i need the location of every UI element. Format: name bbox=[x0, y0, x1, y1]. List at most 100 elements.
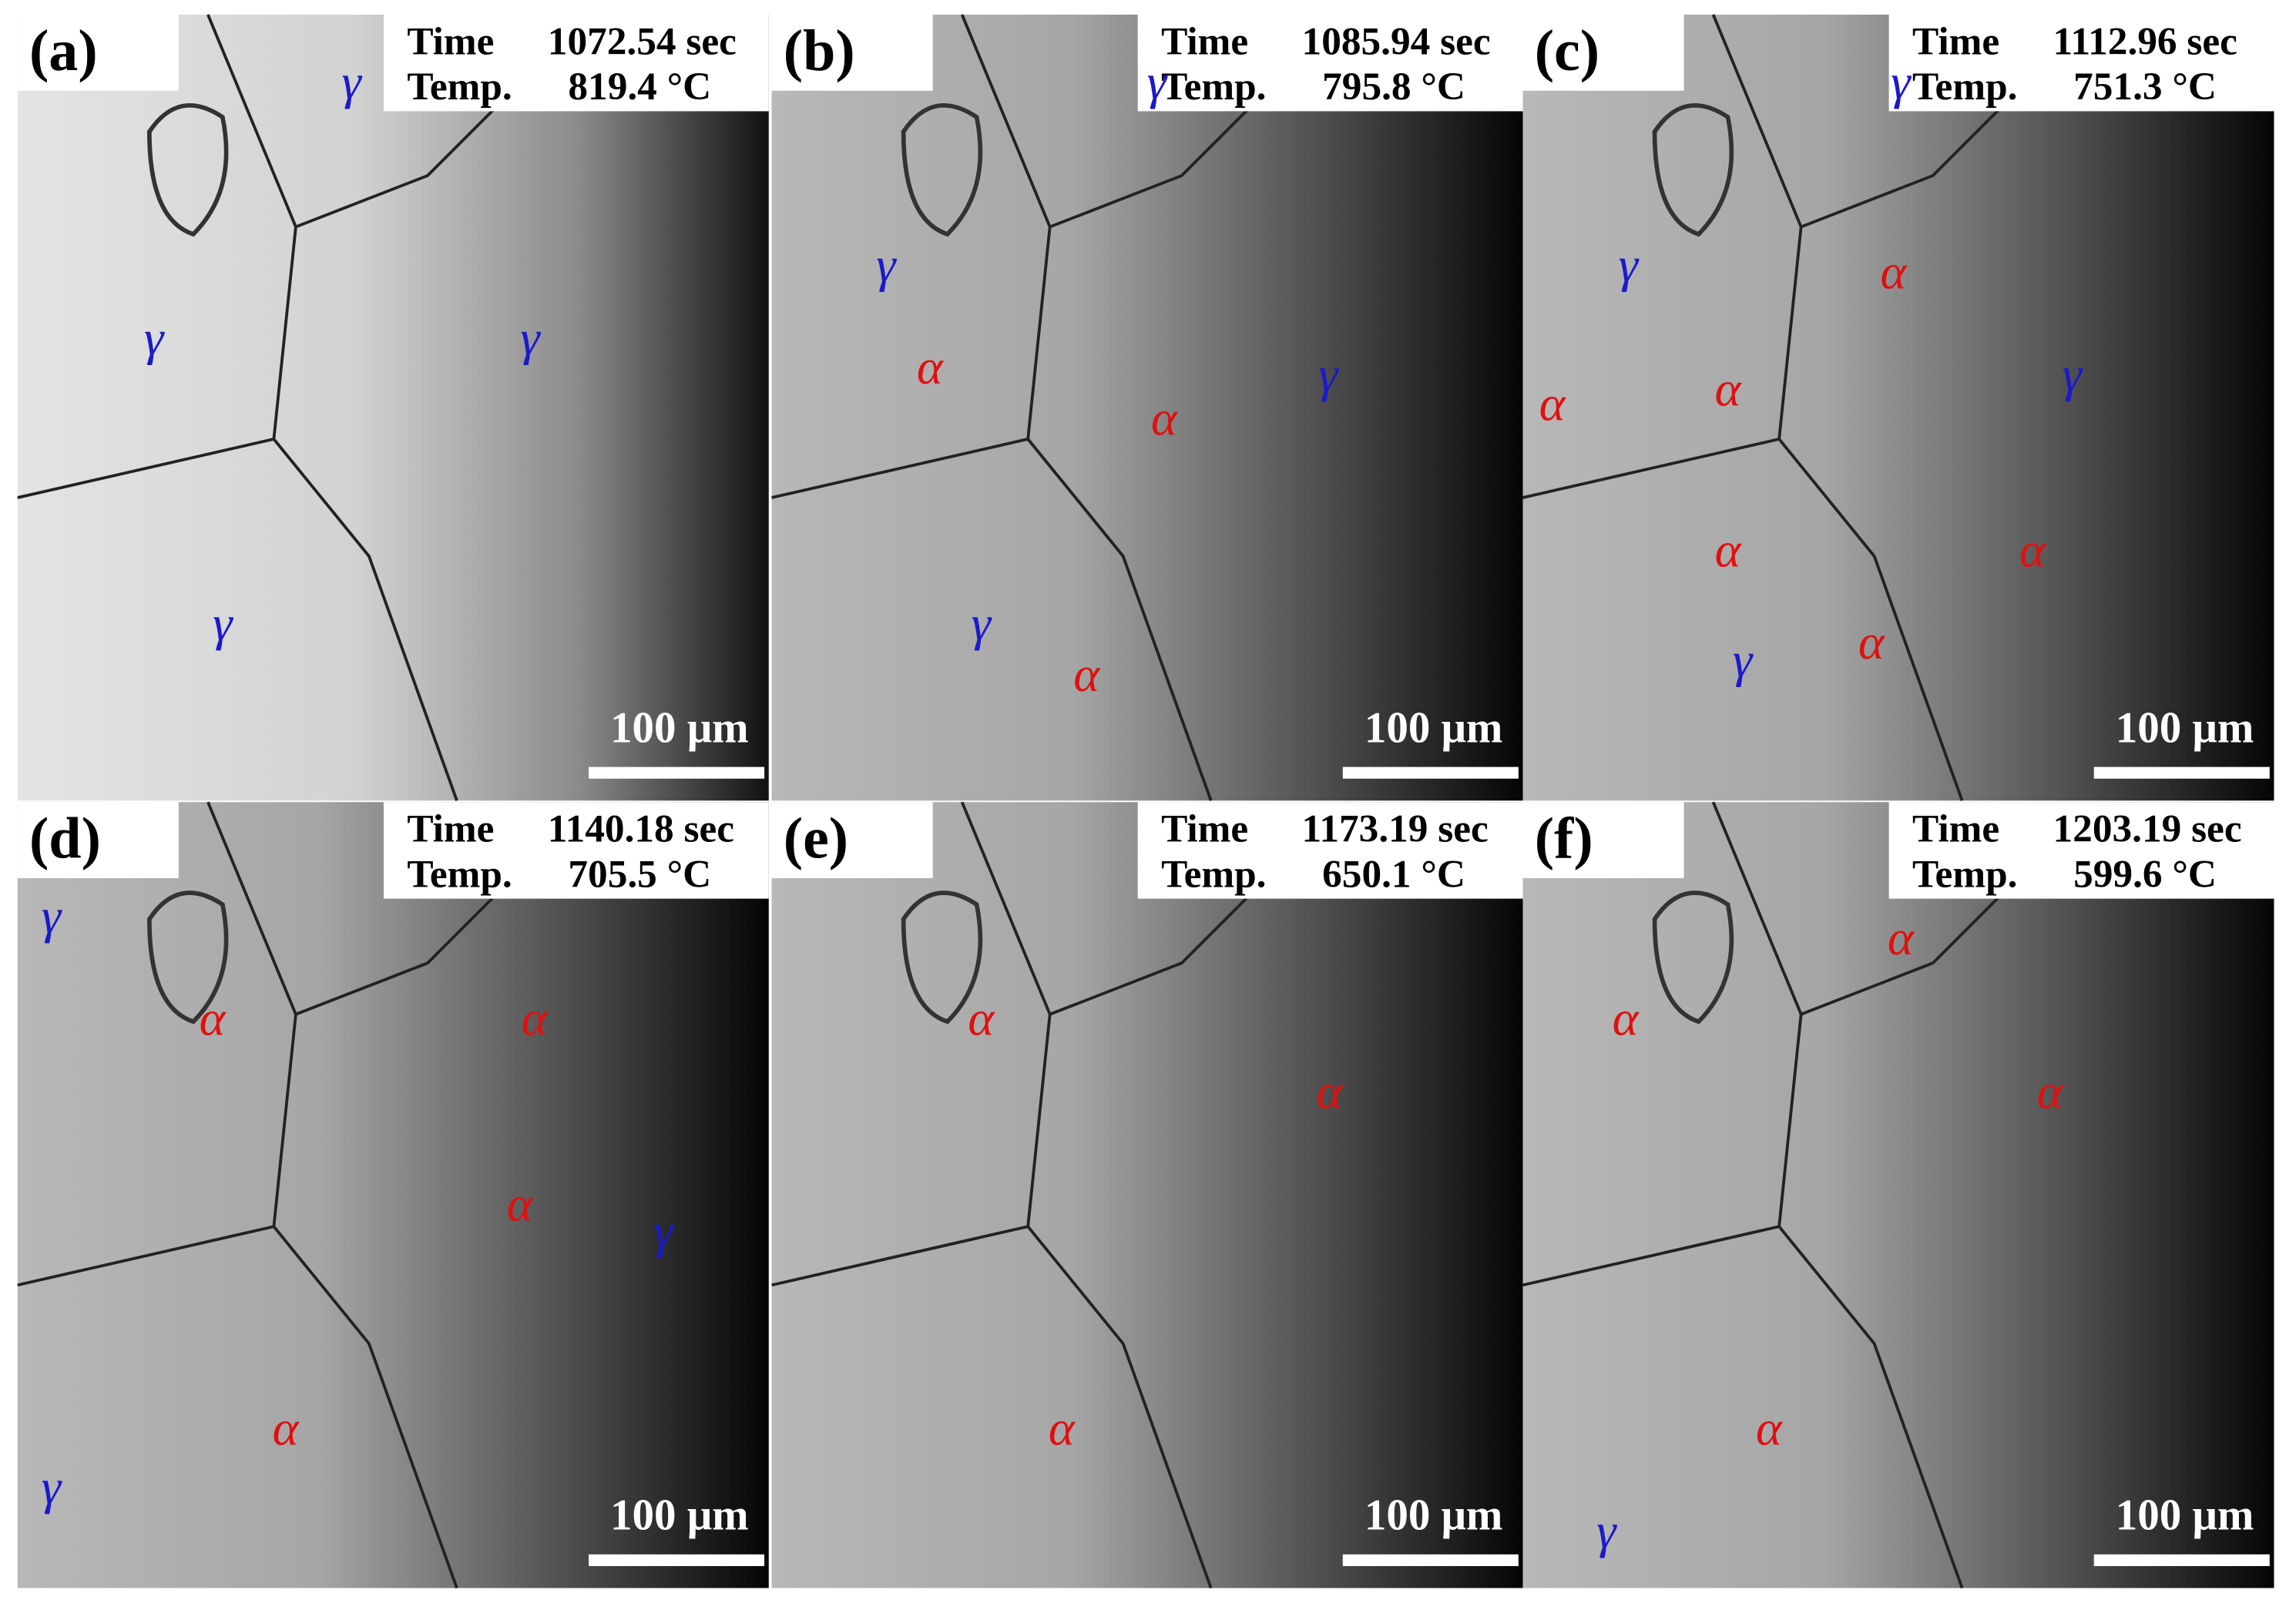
label-box bbox=[771, 802, 933, 878]
phase-label: α bbox=[1888, 910, 1915, 965]
phase-label: γ bbox=[42, 1458, 62, 1514]
info-box bbox=[1888, 802, 2274, 899]
scale-bar-label: 100 μm bbox=[2116, 703, 2254, 752]
micrograph-panel: (a) Time 1072.54 sec Temp. 819.4 °C 100 μm γ γ γ… bbox=[17, 14, 769, 801]
time-value: 1173.19 sec bbox=[1302, 807, 1489, 851]
temp-label: Temp. bbox=[407, 852, 512, 896]
label-box bbox=[17, 15, 179, 91]
time-label: Time bbox=[407, 807, 494, 851]
panel-label: (c) bbox=[1535, 18, 1599, 83]
micrograph-panel: (e) Time 1173.19 sec Temp. 650.1 °C 100 μm α α α bbox=[771, 801, 1523, 1589]
scale-bar-label: 100 μm bbox=[1365, 703, 1503, 752]
grain-boundary bbox=[17, 801, 502, 1589]
time-label: Time bbox=[1912, 19, 1999, 63]
micrograph-panel: (d) Time 1140.18 sec Temp. 705.5 °C 100 μm γ α α… bbox=[17, 801, 769, 1589]
phase-label: α bbox=[1715, 361, 1742, 416]
phase-label: α bbox=[273, 1400, 300, 1455]
phase-label: α bbox=[1151, 390, 1178, 445]
label-box bbox=[1522, 802, 1684, 878]
label-box bbox=[17, 802, 179, 878]
panel-label: (e) bbox=[784, 806, 848, 870]
phase-label: α bbox=[200, 990, 227, 1045]
phase-label: α bbox=[1539, 375, 1566, 431]
info-box bbox=[1137, 802, 1523, 899]
grain-boundary bbox=[17, 14, 502, 801]
phase-label: α bbox=[968, 990, 995, 1045]
phase-label: α bbox=[1317, 1063, 1344, 1119]
grain-boundary bbox=[771, 14, 1257, 801]
info-box bbox=[383, 802, 769, 899]
info-box bbox=[1888, 15, 2274, 112]
micrograph bbox=[771, 802, 1523, 1588]
grain-boundary bbox=[1522, 801, 2008, 1589]
time-value: 1140.18 sec bbox=[548, 807, 734, 851]
micrograph bbox=[771, 15, 1523, 801]
temp-value: 751.3 °C bbox=[2073, 65, 2217, 109]
scale-bar bbox=[1342, 1554, 1519, 1566]
grain-feature bbox=[901, 891, 983, 1025]
phase-label: γ bbox=[1891, 53, 1912, 109]
time-label: Time bbox=[1161, 807, 1248, 851]
grain-boundary bbox=[771, 801, 1257, 1589]
micrograph bbox=[1522, 15, 2274, 801]
phase-label: γ bbox=[2062, 346, 2083, 401]
phase-label: γ bbox=[520, 310, 541, 365]
phase-label: α bbox=[1049, 1400, 1076, 1455]
scale-bar-label: 100 μm bbox=[2116, 1491, 2254, 1540]
phase-label: α bbox=[1858, 614, 1885, 669]
info-box bbox=[383, 15, 769, 112]
scale-bar bbox=[2093, 766, 2270, 779]
phase-label: γ bbox=[341, 53, 362, 109]
scale-bar bbox=[589, 1554, 765, 1566]
temp-label: Temp. bbox=[1912, 65, 2017, 109]
time-value: 1203.19 sec bbox=[2053, 807, 2242, 851]
scale-bar bbox=[589, 766, 765, 779]
phase-label: γ bbox=[876, 236, 897, 292]
phase-label: α bbox=[2019, 522, 2046, 577]
time-label: Time bbox=[1161, 19, 1248, 63]
micrograph-panel: (c) Time 1112.96 sec Temp. 751.3 °C 100 μm γ γ α… bbox=[1522, 14, 2274, 801]
temp-value: 599.6 °C bbox=[2073, 852, 2217, 896]
temp-label: Temp. bbox=[1912, 852, 2017, 896]
micrograph bbox=[1522, 802, 2274, 1588]
label-box bbox=[1522, 15, 1684, 91]
temp-value: 819.4 °C bbox=[568, 65, 711, 109]
phase-label: γ bbox=[1733, 632, 1754, 687]
micrograph bbox=[17, 802, 769, 1588]
phase-label: γ bbox=[42, 887, 62, 943]
panel-label: (d) bbox=[29, 806, 101, 870]
temp-label: Temp. bbox=[407, 65, 512, 109]
time-label: Time bbox=[1912, 807, 1999, 851]
time-value: 1112.96 sec bbox=[2053, 19, 2237, 63]
panel-label: (a) bbox=[29, 18, 98, 83]
scale-bar bbox=[2093, 1554, 2270, 1566]
phase-label: γ bbox=[1619, 236, 1640, 292]
panel-label: (b) bbox=[784, 18, 855, 83]
micrograph-panel: (f) Time 1203.19 sec Temp. 599.6 °C 100 μm α α α… bbox=[1522, 801, 2274, 1589]
phase-label: α bbox=[522, 990, 549, 1045]
time-value: 1085.94 sec bbox=[1302, 19, 1491, 63]
phase-label: α bbox=[2037, 1063, 2064, 1119]
phase-label: α bbox=[1756, 1400, 1783, 1455]
phase-label: γ bbox=[144, 310, 165, 365]
micrograph bbox=[17, 15, 769, 801]
phase-label: α bbox=[1880, 243, 1907, 299]
phase-label: γ bbox=[653, 1202, 674, 1258]
grain-feature bbox=[1652, 891, 1734, 1025]
grain-feature bbox=[901, 102, 983, 237]
scale-bar-label: 100 μm bbox=[610, 1491, 749, 1540]
phase-label: γ bbox=[1318, 346, 1339, 401]
phase-label: γ bbox=[1147, 53, 1168, 109]
phase-label: α bbox=[507, 1176, 534, 1232]
temp-value: 795.8 °C bbox=[1322, 65, 1465, 109]
phase-label: α bbox=[917, 339, 944, 394]
time-label: Time bbox=[407, 19, 494, 63]
grain-feature bbox=[147, 102, 229, 237]
temp-label: Temp. bbox=[1161, 852, 1266, 896]
temp-value: 705.5 °C bbox=[568, 852, 711, 896]
label-box bbox=[771, 15, 933, 91]
scale-bar bbox=[1342, 766, 1519, 779]
temp-label: Temp. bbox=[1161, 65, 1266, 109]
